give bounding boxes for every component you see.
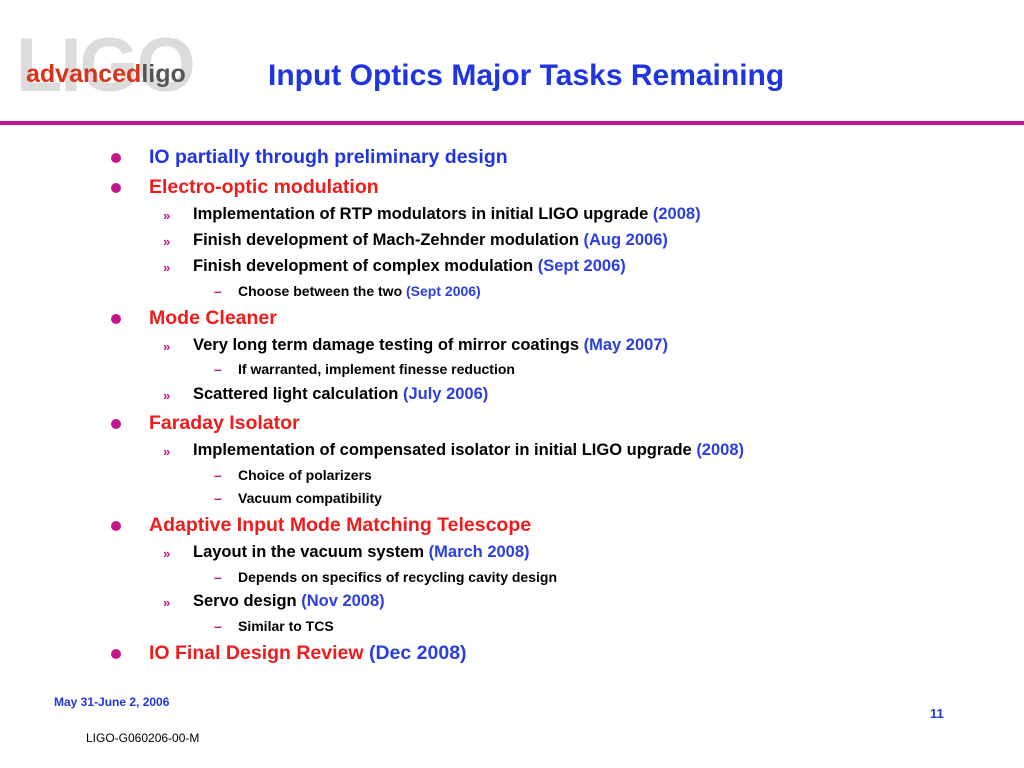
bullet-dot xyxy=(111,153,121,163)
subtask-text: Implementation of compensated isolator i… xyxy=(193,441,697,459)
sub-bullet-marker: » xyxy=(163,546,171,561)
detail-similar-to-tcs: Similar to TCS xyxy=(238,618,334,634)
advanced-ligo-logo: LIGO advancedligo xyxy=(12,22,222,112)
task-final-design-review: IO Final Design Review (Dec 2008) xyxy=(149,642,467,664)
subtask-scattered-light: Scattered light calculation (July 2006) xyxy=(193,386,488,403)
detail-text: Choose between the two xyxy=(238,283,407,299)
logo-wordmark: advancedligo xyxy=(26,62,186,87)
sub-bullet-marker: » xyxy=(163,444,171,459)
subtask-date: (Sept 2006) xyxy=(537,257,626,275)
bullet-dot xyxy=(111,419,121,429)
detail-recycling-cavity: Depends on specifics of recycling cavity… xyxy=(238,569,557,585)
sub-sub-bullet-marker: – xyxy=(214,569,222,585)
subtask-date: (Aug 2006) xyxy=(583,231,668,249)
subtask-date: (Nov 2008) xyxy=(301,592,385,610)
detail-date: (Sept 2006) xyxy=(406,283,481,299)
subtask-damage-testing: Very long term damage testing of mirror … xyxy=(193,337,668,354)
title-divider xyxy=(0,121,1024,125)
subtask-date: (May 2007) xyxy=(583,336,668,354)
subtask-text: Finish development of complex modulation xyxy=(193,257,538,275)
sub-bullet-marker: » xyxy=(163,234,171,249)
logo-advanced-text: advanced xyxy=(26,60,142,88)
sub-bullet-marker: » xyxy=(163,208,171,223)
subtask-text: Servo design xyxy=(193,592,302,610)
footer-date: May 31-June 2, 2006 xyxy=(54,695,170,709)
sub-sub-bullet-marker: – xyxy=(214,361,222,377)
task-text: IO Final Design Review xyxy=(149,642,369,664)
subtask-complex-modulation: Finish development of complex modulation… xyxy=(193,258,626,275)
detail-choose-between: Choose between the two (Sept 2006) xyxy=(238,284,481,298)
subtask-text: Finish development of Mach-Zehnder modul… xyxy=(193,231,584,249)
task-mode-cleaner: Mode Cleaner xyxy=(149,307,277,329)
bullet-dot xyxy=(111,183,121,193)
subtask-date: (2008) xyxy=(652,205,701,223)
task-io-preliminary-design: IO partially through preliminary design xyxy=(149,146,508,168)
subtask-rtp-modulators: Implementation of RTP modulators in init… xyxy=(193,206,701,223)
task-date: (Dec 2008) xyxy=(368,642,467,664)
sub-sub-bullet-marker: – xyxy=(214,490,222,506)
subtask-date: (July 2006) xyxy=(402,385,489,403)
detail-choice-of-polarizers: Choice of polarizers xyxy=(238,467,372,483)
sub-sub-bullet-marker: – xyxy=(214,467,222,483)
subtask-servo-design: Servo design (Nov 2008) xyxy=(193,593,385,610)
subtask-text: Very long term damage testing of mirror … xyxy=(193,336,584,354)
logo-ligo-text: ligo xyxy=(141,60,186,88)
sub-sub-bullet-marker: – xyxy=(214,618,222,634)
slide-title: Input Optics Major Tasks Remaining xyxy=(268,59,785,92)
subtask-text: Implementation of RTP modulators in init… xyxy=(193,205,653,223)
sub-bullet-marker: » xyxy=(163,339,171,354)
subtask-vacuum-layout: Layout in the vacuum system (March 2008) xyxy=(193,544,530,561)
sub-sub-bullet-marker: – xyxy=(214,283,222,299)
sub-bullet-marker: » xyxy=(163,595,171,610)
logo-background-text: LIGO xyxy=(16,23,196,108)
bullet-dot xyxy=(111,314,121,324)
sub-bullet-marker: » xyxy=(163,388,171,403)
sub-bullet-marker: » xyxy=(163,260,171,275)
task-adaptive-telescope: Adaptive Input Mode Matching Telescope xyxy=(149,514,532,536)
detail-finesse-reduction: If warranted, implement finesse reductio… xyxy=(238,361,515,377)
detail-vacuum-compatibility: Vacuum compatibility xyxy=(238,490,382,506)
bullet-dot xyxy=(111,521,121,531)
subtask-date: (2008) xyxy=(696,441,745,459)
bullet-dot xyxy=(111,649,121,659)
subtask-text: Scattered light calculation xyxy=(193,385,403,403)
page-number: 11 xyxy=(930,706,944,721)
task-electro-optic-modulation: Electro-optic modulation xyxy=(149,176,379,198)
subtask-mach-zehnder: Finish development of Mach-Zehnder modul… xyxy=(193,232,668,249)
task-faraday-isolator: Faraday Isolator xyxy=(149,412,300,434)
subtask-text: Layout in the vacuum system xyxy=(193,543,429,561)
subtask-date: (March 2008) xyxy=(428,543,530,561)
subtask-compensated-isolator: Implementation of compensated isolator i… xyxy=(193,442,744,459)
document-id: LIGO-G060206-00-M xyxy=(86,731,200,745)
